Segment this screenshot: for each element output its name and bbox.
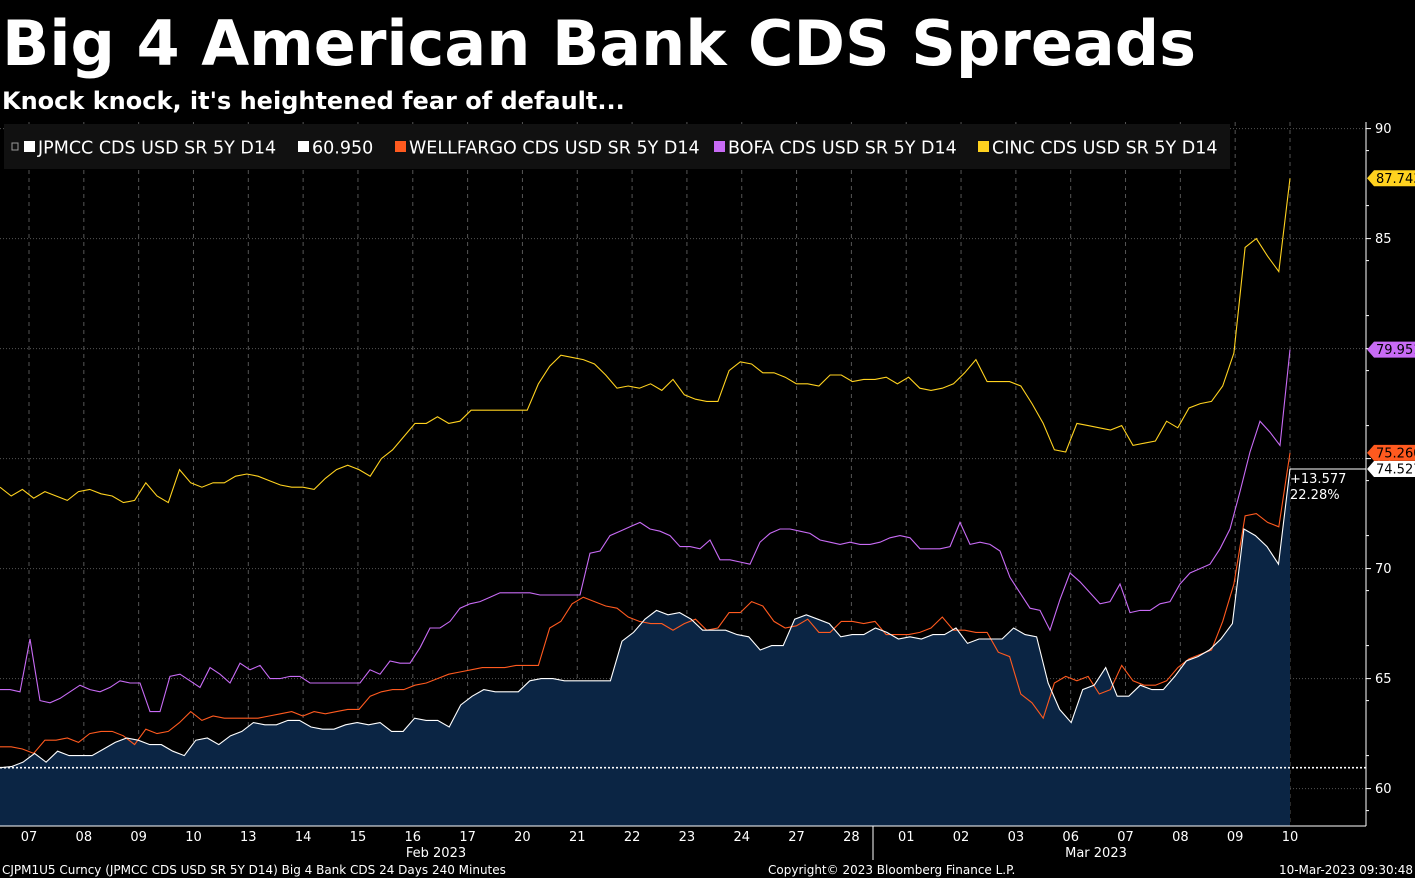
last-value-tag <box>1367 461 1415 478</box>
footer-left: CJPM1U5 Curncy (JPMCC CDS USD SR 5Y D14)… <box>2 863 506 877</box>
legend-label: CINC CDS USD SR 5Y D14 <box>992 139 1218 159</box>
x-tick-label: 13 <box>240 830 257 845</box>
last-value-label: 74.527 <box>1367 461 1415 478</box>
x-tick-label: 08 <box>1172 830 1189 845</box>
series-line-cinc <box>0 178 1291 504</box>
legend-label: JPMCC CDS USD SR 5Y D14 <box>37 139 276 159</box>
x-tick-label: 07 <box>1117 830 1134 845</box>
y-tick-label: 70 <box>1375 562 1392 577</box>
last-value-label: 79.951 <box>1367 341 1415 358</box>
legend-label: 60.950 <box>312 139 373 159</box>
x-tick-label: 16 <box>405 830 422 845</box>
legend-swatch <box>24 141 35 152</box>
last-value-label: 87.743 <box>1367 170 1415 187</box>
x-tick-label: 10 <box>1282 830 1299 845</box>
jpmcc-area-fill <box>0 469 1290 826</box>
x-tick-label: 08 <box>76 830 93 845</box>
month-label-feb: Feb 2023 <box>406 846 466 861</box>
legend-swatch <box>714 141 725 152</box>
x-tick-label: 17 <box>459 830 476 845</box>
x-tick-label: 28 <box>843 830 860 845</box>
series-line-jpmcc <box>0 468 1291 769</box>
series-line-bofa <box>0 349 1291 713</box>
footer-copyright: Copyright© 2023 Bloomberg Finance L.P. <box>768 863 1015 877</box>
month-label-mar: Mar 2023 <box>1065 846 1127 861</box>
x-tick-label: 27 <box>788 830 805 845</box>
footer: CJPM1U5 Curncy (JPMCC CDS USD SR 5Y D14)… <box>2 863 1413 877</box>
change-pct: 22.28% <box>1290 488 1340 503</box>
x-tick-label: 03 <box>1008 830 1025 845</box>
chart-title: Big 4 American Bank CDS Spreads <box>2 7 1197 80</box>
cds-spread-chart: 60657075808590 0708091013141516172021222… <box>0 122 1415 877</box>
legend-label: WELLFARGO CDS USD SR 5Y D14 <box>409 139 700 159</box>
x-tick-label: 06 <box>1062 830 1079 845</box>
last-value-tag <box>1367 341 1415 358</box>
x-tick-label: 09 <box>130 830 147 845</box>
x-tick-label: 23 <box>679 830 696 845</box>
y-tick-label: 90 <box>1375 122 1392 137</box>
x-tick-label: 22 <box>624 830 641 845</box>
legend-swatch <box>978 141 989 152</box>
y-tick-label: 85 <box>1375 232 1392 247</box>
x-tick-label: 15 <box>350 830 367 845</box>
last-value-text: 75.260 <box>1376 446 1415 461</box>
last-value-label: 75.260 <box>1367 444 1415 461</box>
chart-subtitle: Knock knock, it's heightened fear of def… <box>2 87 625 115</box>
last-value-text: 74.527 <box>1376 463 1415 478</box>
last-value-tag <box>1367 444 1415 461</box>
x-tick-label: 21 <box>569 830 586 845</box>
series-layer <box>0 178 1366 826</box>
x-tick-label: 01 <box>898 830 915 845</box>
x-tick-label: 02 <box>953 830 970 845</box>
x-tick-label: 09 <box>1227 830 1244 845</box>
x-tick-label: 14 <box>295 830 312 845</box>
x-tick-label: 20 <box>514 830 531 845</box>
last-value-text: 79.951 <box>1376 343 1415 358</box>
legend: JPMCC CDS USD SR 5Y D14 60.950 WELLFARGO C… <box>4 124 1230 169</box>
y-tick-label: 65 <box>1375 672 1392 687</box>
legend-swatch <box>298 141 309 152</box>
x-tick-label: 24 <box>733 830 750 845</box>
legend-swatch <box>395 141 406 152</box>
change-abs: +13.577 <box>1290 472 1346 487</box>
footer-timestamp: 10-Mar-2023 09:30:48 <box>1279 863 1413 877</box>
y-tick-label: 60 <box>1375 782 1392 797</box>
x-tick-label: 07 <box>21 830 38 845</box>
legend-collapse-icon[interactable] <box>11 142 19 151</box>
last-value-text: 87.743 <box>1376 172 1415 187</box>
last-value-tag <box>1367 170 1415 187</box>
x-axis: 07 08 09 10 13 14 15 16 17 20 21 22 23 24 27 28 01 02 03 06… <box>21 826 1299 861</box>
series-line-wellfargo <box>0 452 1291 755</box>
legend-label: BOFA CDS USD SR 5Y D14 <box>728 139 957 159</box>
legend-background <box>4 124 1230 169</box>
x-tick-label: 10 <box>185 830 202 845</box>
